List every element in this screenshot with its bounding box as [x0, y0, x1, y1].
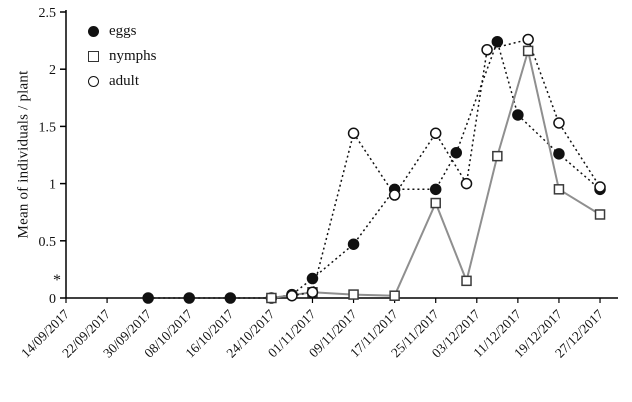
- open-circle-icon: [88, 75, 99, 87]
- marker-adult: [429, 127, 442, 140]
- marker-eggs: [491, 35, 504, 48]
- marker-adult: [522, 33, 534, 46]
- open-square-icon: [88, 50, 99, 62]
- marker-nymphs: [553, 184, 565, 195]
- marker-nymphs: [266, 292, 277, 304]
- marker-nymphs: [522, 45, 534, 57]
- legend-label-eggs: eggs: [109, 22, 137, 39]
- marker-eggs: [347, 238, 360, 250]
- y-axis-title: Mean of individuals / plant: [15, 70, 32, 239]
- marker-adult: [594, 181, 606, 193]
- y-tick-label: 2: [49, 63, 56, 78]
- series-line-eggs: [148, 39, 601, 299]
- marker-nymphs: [430, 197, 441, 209]
- significance-asterisk: *: [53, 272, 61, 289]
- marker-adult: [306, 286, 319, 299]
- marker-eggs: [429, 183, 442, 196]
- filled-circle-icon: [88, 25, 99, 37]
- marker-adult: [481, 44, 493, 56]
- marker-nymphs: [492, 150, 503, 162]
- legend-label-adult: adult: [109, 72, 139, 89]
- legend-item-eggs: eggs: [88, 22, 157, 40]
- series-line-nymphs: [271, 50, 601, 299]
- marker-eggs: [224, 292, 237, 304]
- y-tick-label: 0: [49, 292, 56, 307]
- marker-nymphs: [348, 289, 359, 300]
- y-tick-label: 0.5: [39, 235, 57, 250]
- y-tick-label: 1.5: [39, 120, 57, 135]
- marker-eggs: [512, 109, 524, 121]
- marker-eggs: [553, 148, 565, 160]
- y-tick-label: 2.5: [39, 6, 57, 21]
- marker-eggs: [183, 292, 195, 304]
- marker-eggs: [306, 272, 319, 285]
- y-tick-label: 1: [49, 178, 56, 193]
- marker-adult: [460, 177, 473, 190]
- marker-adult: [347, 127, 360, 140]
- marker-nymphs: [389, 290, 400, 301]
- marker-adult: [388, 189, 401, 201]
- marker-nymphs: [461, 275, 472, 287]
- marker-adult: [553, 117, 565, 129]
- marker-eggs: [450, 146, 463, 159]
- legend: eggs nymphs adult: [88, 22, 157, 90]
- marker-eggs: [142, 292, 154, 304]
- marker-adult: [286, 289, 298, 302]
- marker-nymphs: [594, 209, 606, 220]
- legend-label-nymphs: nymphs: [109, 47, 157, 64]
- legend-item-nymphs: nymphs: [88, 47, 157, 65]
- legend-item-adult: adult: [88, 72, 157, 90]
